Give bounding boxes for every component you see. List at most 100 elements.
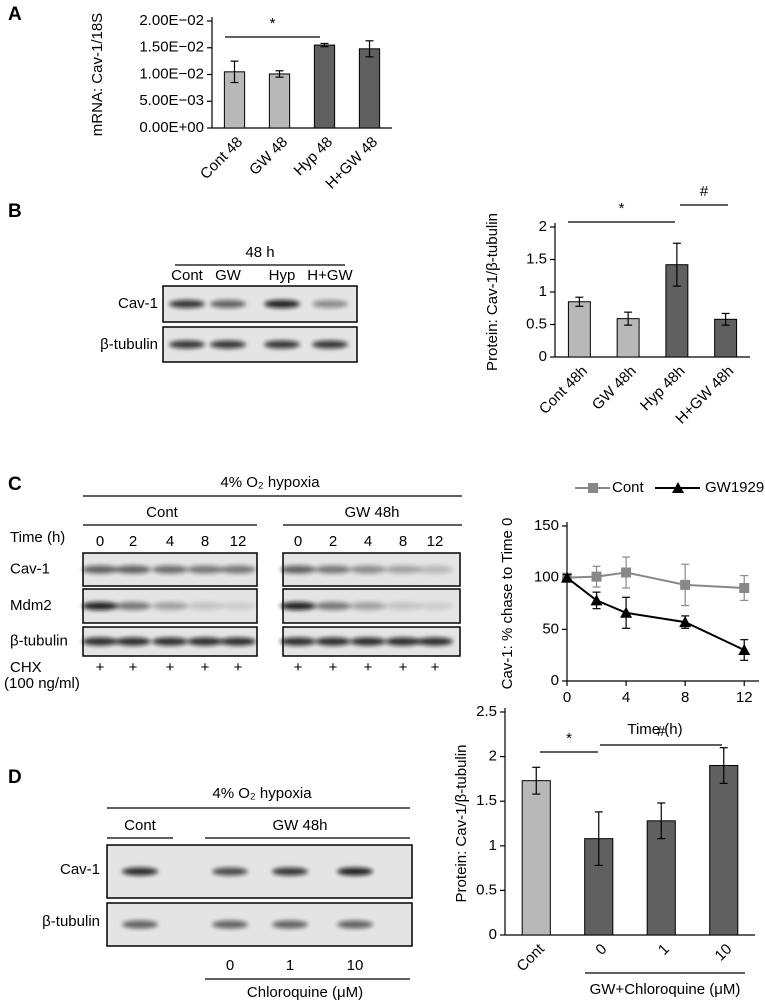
x-tick-label: 0 — [563, 689, 571, 706]
marker — [679, 616, 692, 628]
row-label: β-tubulin — [42, 913, 100, 930]
lane-label: 4 — [364, 533, 372, 550]
x-tick-label: GW 48h — [589, 363, 640, 414]
y-tick-label: 1.5 — [476, 792, 497, 809]
treatment-label: CHX — [10, 659, 42, 676]
row-label: Mdm2 — [10, 597, 52, 614]
x-tick-label: 10 — [712, 941, 736, 965]
blot-band — [337, 920, 373, 929]
annotation: # — [700, 183, 709, 200]
annotation: # — [657, 723, 666, 740]
lane-label: Hyp — [269, 267, 296, 284]
y-tick-label: 100 — [534, 569, 559, 586]
blot-band — [220, 565, 256, 574]
marker — [620, 606, 633, 618]
blot-band — [122, 867, 158, 876]
bar — [646, 820, 676, 936]
blot-band — [115, 602, 151, 610]
y-tick-label: 2 — [489, 748, 497, 765]
blot-band — [122, 920, 158, 929]
legend-marker — [672, 482, 684, 493]
annotation: * — [566, 730, 572, 747]
blot-band — [152, 602, 188, 610]
bar — [313, 44, 336, 129]
blot-band — [152, 637, 188, 646]
y-axis-label: Cav-1: % chase to Time 0 — [499, 518, 516, 690]
legend-label: GW1929 — [705, 479, 764, 496]
panel-label: C — [8, 474, 22, 495]
treatment-label: (100 ng/ml) — [4, 675, 80, 692]
y-tick-label: 0 — [539, 348, 547, 365]
bar — [268, 73, 291, 129]
lane-label: 2 — [329, 533, 337, 550]
treatment-mark: + — [129, 659, 138, 676]
lane-label: 4 — [166, 533, 174, 550]
y-tick-label: 0.5 — [476, 881, 497, 898]
panel-label: B — [8, 201, 22, 222]
blot-band — [169, 300, 205, 308]
bar — [567, 301, 591, 358]
treatment-mark: + — [201, 659, 210, 676]
marker — [680, 579, 691, 590]
blot-band — [187, 565, 223, 574]
blot-band — [187, 602, 223, 610]
blot-band — [385, 637, 421, 646]
lane-label: 10 — [347, 957, 364, 974]
series-line — [566, 576, 745, 651]
blot-band — [272, 920, 308, 929]
y-tick-label: 1 — [489, 837, 497, 854]
legend-label: Cont — [612, 479, 645, 496]
annotation: * — [619, 200, 625, 217]
y-tick-label: 1.5 — [526, 250, 547, 267]
lane-label: Cont — [171, 267, 204, 284]
row-label: Cav-1 — [10, 560, 50, 577]
group-label: Cont — [124, 817, 157, 834]
legend-marker — [588, 483, 598, 493]
x-tick-label: Cont — [513, 940, 548, 975]
blot-band — [315, 602, 351, 610]
row-label: Cav-1 — [118, 295, 158, 312]
y-axis-label: Protein: Cav-1/β-tubulin — [453, 745, 470, 903]
panel-label: D — [8, 767, 22, 788]
row-label: Cav-1 — [60, 861, 100, 878]
blot-band — [337, 867, 373, 876]
lane-label: 2 — [129, 533, 137, 550]
group-label: GW 48h — [272, 817, 327, 834]
blot-band — [152, 565, 188, 574]
y-tick-label: 50 — [542, 620, 559, 637]
y-tick-label: 2.5 — [476, 703, 497, 720]
y-tick-label: 2.00E−02 — [139, 12, 204, 29]
y-tick-label: 150 — [534, 517, 559, 534]
marker — [739, 583, 750, 593]
y-axis-label: mRNA: Cav-1/18S — [89, 13, 106, 136]
group-label: GW 48h — [344, 504, 399, 521]
lane-title: Time (h) — [10, 529, 65, 546]
blot-band — [280, 637, 316, 646]
blot-band — [264, 340, 300, 349]
treatment-mark: + — [96, 659, 105, 676]
x-tick-label: Cont 48 — [197, 134, 246, 183]
blot-band — [312, 300, 348, 308]
blot-band — [212, 920, 248, 929]
row-label: β-tubulin — [10, 632, 68, 649]
x-axis-label: Time (h) — [627, 721, 682, 738]
marker — [561, 571, 573, 583]
y-axis-label: Protein: Cav-1/β-tubulin — [484, 213, 501, 371]
blot-band — [350, 565, 386, 574]
lane-label: 0 — [96, 533, 104, 550]
x-tick-label: 0 — [592, 941, 610, 959]
blot-band — [82, 565, 118, 574]
blot-band — [417, 565, 453, 574]
y-tick-label: 1.00E−02 — [139, 65, 204, 82]
blot-band — [220, 637, 256, 646]
blot-band — [350, 637, 386, 646]
y-tick-label: 0.00E+00 — [139, 119, 204, 136]
blot-band — [312, 340, 348, 349]
blot-header: 4% O₂ hypoxia — [220, 474, 320, 491]
marker — [591, 571, 602, 582]
lane-title: Chloroquine (μM) — [247, 984, 363, 1001]
blot-band — [315, 565, 351, 574]
bar — [521, 780, 551, 936]
y-tick-label: 2 — [539, 218, 547, 235]
